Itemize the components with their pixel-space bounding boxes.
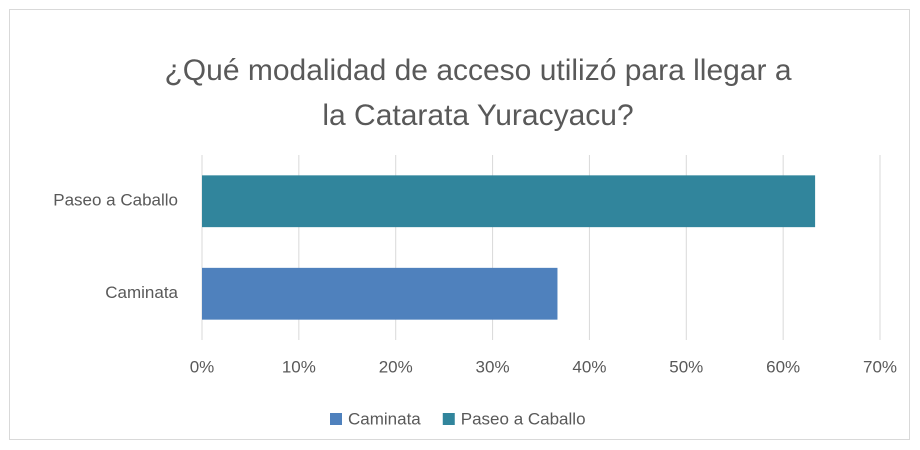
x-tick-label: 20% <box>379 357 413 376</box>
y-tick-label: Caminata <box>105 283 178 302</box>
x-tick-label: 50% <box>669 357 703 376</box>
x-tick-label: 30% <box>476 357 510 376</box>
x-tick-label: 70% <box>863 357 897 376</box>
legend-label: Paseo a Caballo <box>461 409 586 428</box>
chart-title: ¿Qué modalidad de acceso utilizó para ll… <box>164 54 791 87</box>
legend-swatch <box>442 413 455 425</box>
x-tick-label: 60% <box>766 357 800 376</box>
x-tick-label: 10% <box>282 357 316 376</box>
legend-label: Caminata <box>348 409 421 428</box>
chart-title: la Catarata Yuracyacu? <box>322 99 633 132</box>
x-tick-label: 40% <box>572 357 606 376</box>
y-tick-label: Paseo a Caballo <box>53 191 178 210</box>
legend-swatch <box>330 413 342 425</box>
bar <box>202 175 816 228</box>
bar <box>202 267 558 320</box>
x-tick-label: 0% <box>190 357 215 376</box>
